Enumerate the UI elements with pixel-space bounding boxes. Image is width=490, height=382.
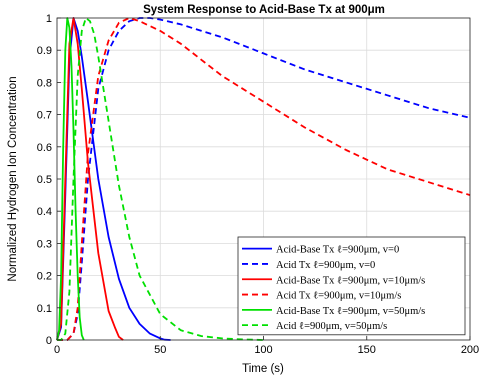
y-tick-label: 0.2 bbox=[37, 271, 52, 283]
legend-box bbox=[237, 236, 466, 336]
series-line-6 bbox=[57, 17, 264, 341]
x-axis-label: Time (s) bbox=[242, 363, 284, 375]
y-tick-label: 1 bbox=[46, 13, 52, 25]
x-tick-label: 100 bbox=[254, 344, 272, 356]
y-tick-label: 0.4 bbox=[37, 206, 52, 218]
legend: Acid-Base Tx ℓ=900μm, v=0 Acid Tx ℓ=900μm… bbox=[237, 236, 466, 336]
chart-title: System Response to Acid-Base Tx at 900μm bbox=[143, 4, 385, 16]
y-tick-label: 0.5 bbox=[37, 174, 52, 186]
y-tick-label: 0 bbox=[46, 335, 52, 347]
series-group bbox=[56, 17, 471, 341]
legend-label: Acid-Base Tx ℓ=900μm, v=0 bbox=[276, 245, 399, 256]
legend-label: Acid-Base Tx ℓ=900μm, v=50μm/s bbox=[276, 306, 425, 317]
legend-label: Acid ℓ=900μm, v=50μm/s bbox=[276, 321, 387, 332]
y-tick-label: 0.6 bbox=[37, 142, 52, 154]
y-tick-label: 0.3 bbox=[37, 238, 52, 250]
y-axis-label: Normalized Hydrogen Ion Concentration bbox=[7, 76, 19, 281]
y-tick-label: 0.1 bbox=[37, 303, 52, 315]
series-line-3 bbox=[56, 17, 124, 341]
y-tick-label: 0.7 bbox=[37, 110, 52, 122]
legend-label: Acid-Base Tx ℓ=900μm, v=10μm/s bbox=[276, 275, 425, 286]
ticks: 0 50 100 150 200 0 0.1 0.2 0.3 0.4 0.5 0.6 0.7 0.8 0.9… bbox=[37, 13, 479, 356]
legend-label: Acid Tx ℓ=900μm, v=0 bbox=[276, 260, 375, 271]
x-tick-label: 150 bbox=[358, 344, 376, 356]
x-tick-label: 0 bbox=[54, 344, 60, 356]
x-tick-label: 200 bbox=[461, 344, 479, 356]
series-line-5 bbox=[56, 17, 85, 341]
legend-label: Acid Tx ℓ=900μm, v=10μm/s bbox=[276, 291, 401, 302]
y-tick-label: 0.8 bbox=[37, 77, 52, 89]
x-tick-label: 50 bbox=[154, 344, 166, 356]
y-tick-label: 0.9 bbox=[37, 45, 52, 57]
